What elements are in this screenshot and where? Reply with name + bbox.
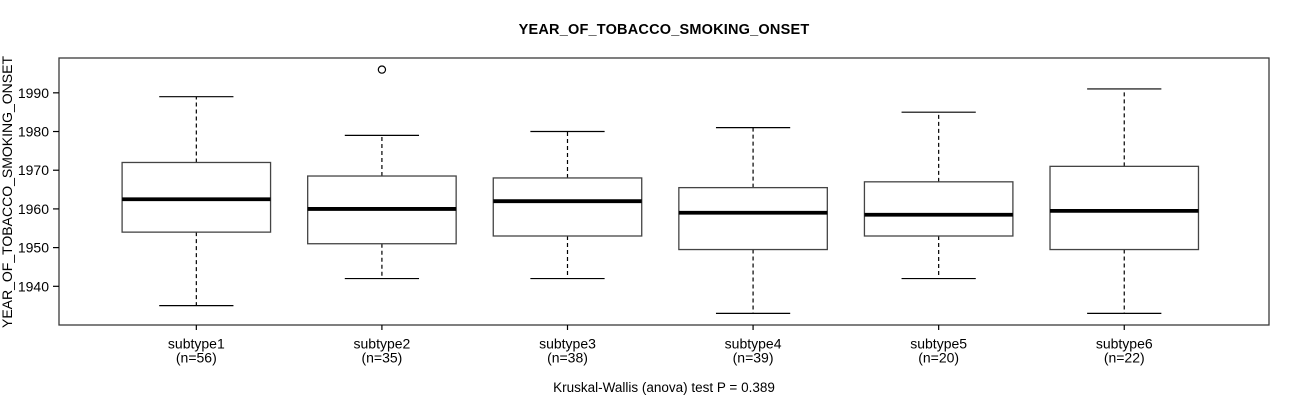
x-tick-label-subtype6: subtype6 [1096, 336, 1153, 352]
x-tick-sublabel-subtype6: (n=22) [1104, 350, 1145, 366]
y-tick-label-1940: 1940 [18, 278, 49, 294]
iqr-box-subtype3 [492, 177, 643, 237]
x-tick-label-subtype5: subtype5 [910, 336, 967, 352]
x-tick-label-subtype1: subtype1 [168, 336, 225, 352]
y-tick-label-1990: 1990 [18, 85, 49, 101]
x-tick-sublabel-subtype4: (n=39) [733, 350, 774, 366]
iqr-box-subtype6 [1049, 165, 1200, 251]
outlier-subtype2-0 [377, 65, 387, 74]
x-tick-label-subtype2: subtype2 [354, 336, 411, 352]
y-tick-label-1970: 1970 [18, 162, 49, 178]
y-tick-label-1950: 1950 [18, 240, 49, 256]
iqr-box-subtype5 [863, 181, 1014, 237]
stat-test-caption: Kruskal-Wallis (anova) test P = 0.389 [553, 380, 775, 395]
chart-title: YEAR_OF_TOBACCO_SMOKING_ONSET [518, 22, 810, 38]
y-tick-label-1980: 1980 [18, 124, 49, 140]
plot-frame [58, 57, 1270, 326]
y-tick-label-1960: 1960 [18, 201, 49, 217]
iqr-box-subtype4 [678, 186, 828, 251]
x-tick-sublabel-subtype3: (n=38) [547, 350, 588, 366]
x-tick-sublabel-subtype2: (n=35) [361, 350, 402, 366]
x-tick-label-subtype3: subtype3 [539, 336, 596, 352]
y-axis-title: YEAR_OF_TOBACCO_SMOKING_ONSET [0, 56, 15, 328]
x-tick-label-subtype4: subtype4 [725, 336, 782, 352]
x-tick-sublabel-subtype5: (n=20) [918, 350, 959, 366]
iqr-box-subtype1 [121, 161, 272, 233]
x-tick-sublabel-subtype1: (n=56) [176, 350, 217, 366]
